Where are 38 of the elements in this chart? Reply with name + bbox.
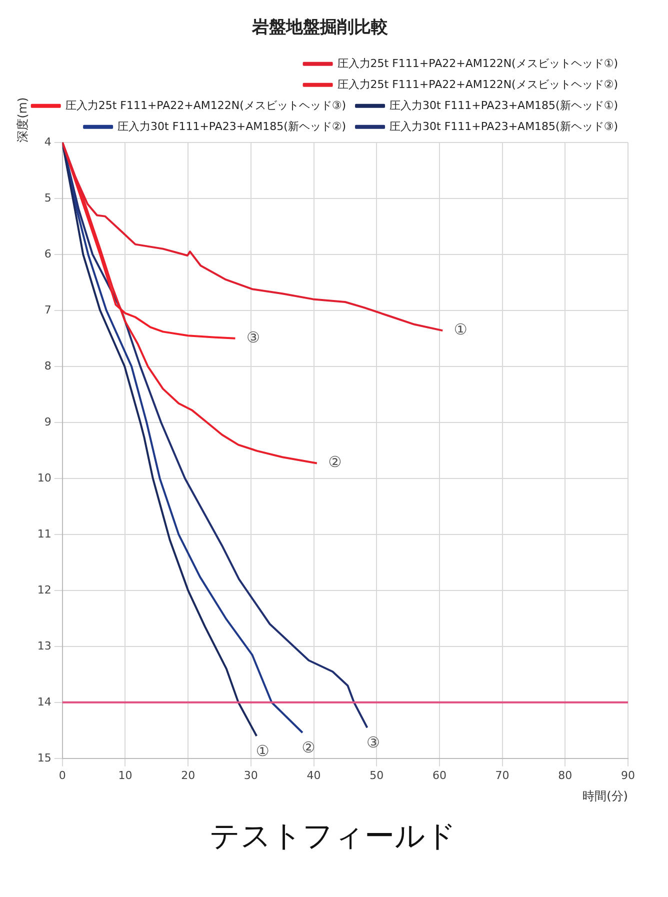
x-tick-label: 0	[58, 768, 66, 782]
x-tick-label: 50	[370, 768, 384, 782]
text: テストフィールド	[208, 818, 458, 856]
x-tick-label: 20	[181, 768, 196, 782]
x-axis-title: 時間(分)	[582, 788, 628, 803]
x-tick-label: 70	[495, 768, 510, 782]
legend-label: 圧入力25t F111+PA22+AM122N(メスビットヘッド③)	[65, 98, 346, 112]
annotation: ①	[454, 320, 468, 338]
y-tick-label: 7	[44, 303, 52, 316]
y-tick-label: 9	[44, 415, 52, 428]
y-tick-label: 4	[44, 135, 52, 148]
y-tick-label: 13	[37, 639, 52, 652]
y-tick-label: 6	[44, 247, 52, 260]
legend-label: 圧入力30t F111+PA23+AM185(新ヘッド①)	[390, 98, 618, 112]
y-axis-title: 深度(m)	[15, 97, 30, 142]
y-tick-label: 5	[44, 191, 52, 204]
y-tick-label: 15	[37, 751, 52, 764]
x-tick-label: 60	[432, 768, 446, 782]
annotation: ③	[246, 328, 260, 346]
annotation: ①	[256, 742, 270, 760]
y-tick-label: 12	[37, 583, 52, 596]
x-tick-label: 30	[244, 768, 258, 782]
y-tick-label: 11	[37, 527, 52, 540]
x-tick-label: 90	[621, 768, 635, 782]
x-tick-label: 40	[306, 768, 321, 782]
y-tick-label: 10	[37, 471, 52, 484]
annotation: ②	[302, 738, 316, 757]
legend-label: 圧入力25t F111+PA22+AM122N(メスビットヘッド②)	[337, 78, 618, 91]
annotation: ③	[366, 733, 380, 752]
legend-label: 圧入力30t F111+PA23+AM185(新ヘッド③)	[390, 120, 618, 133]
x-tick-label: 80	[558, 768, 572, 782]
legend-label: 圧入力25t F111+PA22+AM122N(メスビットヘッド①)	[337, 56, 618, 70]
annotation: ②	[328, 453, 342, 472]
x-tick-label: 10	[118, 768, 132, 782]
chart-title: 岩盤地盤掘削比較	[251, 18, 389, 38]
y-tick-label: 14	[37, 695, 52, 708]
legend-label: 圧入力30t F111+PA23+AM185(新ヘッド②)	[118, 120, 346, 133]
y-tick-label: 8	[44, 359, 52, 372]
